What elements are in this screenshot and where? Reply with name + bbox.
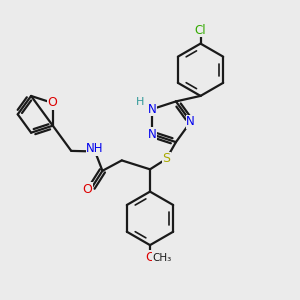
Text: S: S xyxy=(162,152,170,165)
Text: H: H xyxy=(136,97,144,107)
Text: NH: NH xyxy=(86,142,104,155)
Text: N: N xyxy=(186,115,195,128)
Text: N: N xyxy=(148,103,156,116)
Text: O: O xyxy=(145,251,155,264)
Text: CH₃: CH₃ xyxy=(153,253,172,262)
Text: Cl: Cl xyxy=(195,24,206,37)
Text: O: O xyxy=(82,183,92,196)
Text: N: N xyxy=(148,128,156,141)
Text: O: O xyxy=(48,97,58,110)
